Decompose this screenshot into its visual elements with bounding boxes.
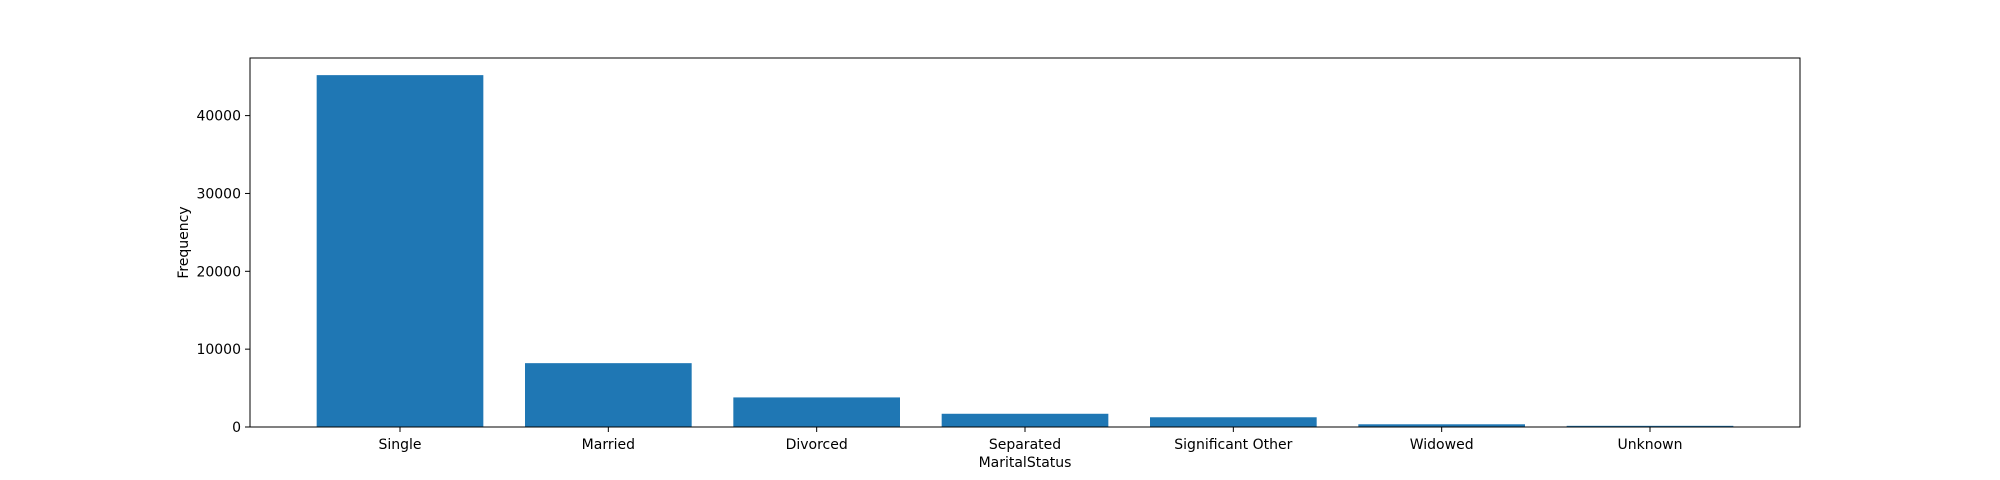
x-tick-label: Unknown [1618,437,1683,453]
bars [316,75,1734,427]
bar-significant-other [1150,417,1317,427]
y-tick-label: 0 [232,420,241,436]
y-tick-label: 30000 [196,186,241,202]
bar-separated [941,413,1109,427]
x-tick-label: Separated [989,437,1061,453]
plot-area [250,58,1800,427]
x-tick-label: Widowed [1410,437,1474,453]
plot-frame [249,57,1801,428]
x-tick-label: Married [582,437,635,453]
y-tick-label: 20000 [196,264,241,280]
y-axis-ticks: 0 10000 20000 30000 40000 [196,109,250,436]
y-tick-label: 10000 [196,342,241,358]
bar-unknown [1566,425,1734,427]
x-tick-label: Significant Other [1174,437,1292,453]
bar-single [316,75,484,427]
x-axis-label: MaritalStatus [979,455,1072,471]
x-tick-label: Single [378,437,421,453]
y-axis-label: Frequency [176,206,192,278]
bar-widowed [1358,424,1525,427]
y-tick-label: 40000 [196,109,241,125]
x-tick-label: Divorced [786,437,848,453]
x-axis-ticks: Single Married Divorced Separated Significan… [378,427,1683,453]
bar-married [525,363,692,427]
bar-divorced [733,397,900,427]
